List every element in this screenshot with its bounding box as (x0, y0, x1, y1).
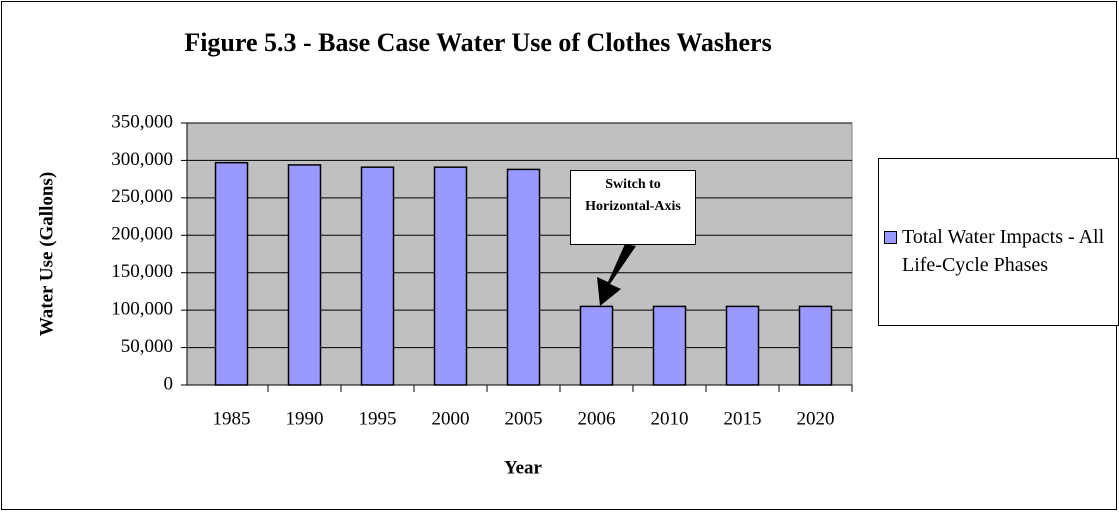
y-tick-label: 50,000 (121, 336, 173, 357)
x-axis-label: Year (504, 457, 543, 478)
bar (360, 166, 395, 386)
x-tick-label: 2020 (797, 408, 835, 429)
x-tick-label: 2000 (432, 408, 470, 429)
bar (287, 164, 322, 386)
legend-label: Total Water Impacts - All Life-Cycle Pha… (902, 226, 1105, 276)
bar (433, 166, 468, 386)
annotation: Switch to Horizontal-Axis (585, 177, 681, 214)
y-tick-label: 350,000 (111, 111, 173, 132)
bar (506, 168, 541, 386)
marks: 0 50,000 100,000 150,000 200,000 250,000 300,0… (111, 111, 853, 429)
annotation-arrow (597, 244, 636, 306)
x-tick-label: 2005 (505, 408, 543, 429)
bar (579, 305, 614, 386)
bar (214, 161, 249, 386)
y-tick-label: 100,000 (111, 299, 173, 320)
bar (725, 305, 760, 386)
y-axis-label: Water Use (Gallons) (36, 172, 57, 336)
x-tick-label: 2010 (651, 408, 689, 429)
y-tick-label: 0 (164, 373, 174, 394)
y-tick-label: 250,000 (111, 186, 173, 207)
x-tick-label: 1995 (359, 408, 397, 429)
annotation-box (570, 170, 696, 245)
legend-swatch (884, 231, 897, 244)
x-tick-label: 2006 (578, 408, 616, 429)
y-tick-label: 200,000 (111, 224, 173, 245)
bar (652, 305, 687, 386)
x-tick-label: 1985 (213, 408, 251, 429)
y-tick-label: 150,000 (111, 261, 173, 282)
chart-title: Figure 5.3 - Base Case Water Use of Clot… (184, 28, 771, 57)
x-tick-label: 1990 (286, 408, 324, 429)
legend-box (878, 158, 1119, 326)
bar (798, 305, 833, 386)
y-tick-label: 300,000 (111, 149, 173, 170)
x-tick-label: 2015 (724, 408, 762, 429)
